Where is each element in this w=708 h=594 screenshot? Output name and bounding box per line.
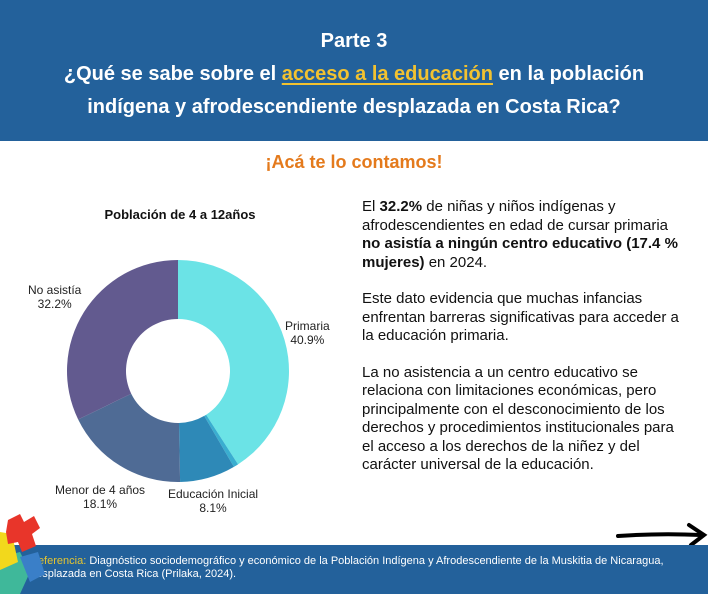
donut-slice-educaci-n-inicial (178, 415, 234, 482)
donut-chart (66, 260, 289, 482)
label-primaria: Primaria 40.9% (285, 319, 330, 347)
header-banner: Parte 3 ¿Qué se sabe sobre el acceso a l… (0, 0, 708, 141)
footer-reference: Referencia: Diagnóstico sociodemográfico… (0, 545, 708, 594)
donut-slice-other (204, 414, 239, 467)
donut-slice-no-asist-a (66, 260, 178, 420)
subtitle: ¡Acá te lo contamos! (265, 152, 443, 172)
body-text: El 32.2% de niñas y niños indígenas y af… (362, 198, 682, 493)
puzzle-icon (0, 514, 45, 594)
donut-slice-menor-de-4-a-os (78, 393, 181, 482)
highlight-link: acceso a la educación (281, 63, 493, 85)
next-arrow-icon[interactable] (615, 522, 708, 548)
question-line-2: indígena y afrodescendiente desplazada e… (87, 96, 621, 118)
reference-label: Referencia: (30, 555, 87, 567)
chart-title: Población de 4 a 12años (104, 207, 256, 222)
question-text: ¿Qué se sabe sobre el (63, 63, 282, 85)
question-text: en la población (492, 63, 645, 85)
paragraph-3: La no asistencia a un centro educativo s… (362, 363, 674, 474)
paragraph-2: Este dato evidencia que muchas infancias… (362, 290, 679, 344)
label-no-asistia: No asistía 32.2% (28, 283, 82, 311)
part-label: Parte 3 (320, 30, 388, 52)
label-educacion-inicial: Educación Inicial 8.1% (168, 487, 259, 515)
question-line-1: ¿Qué se sabe sobre el acceso a la educac… (0, 58, 708, 91)
paragraph-1: El 32.2% de niñas y niños indígenas y af… (362, 198, 678, 271)
reference-text: Diagnóstico sociodemográfico y económico… (30, 555, 664, 580)
label-menor-4: Menor de 4 años 18.1% (55, 483, 146, 511)
donut-slice-primaria (178, 260, 289, 465)
